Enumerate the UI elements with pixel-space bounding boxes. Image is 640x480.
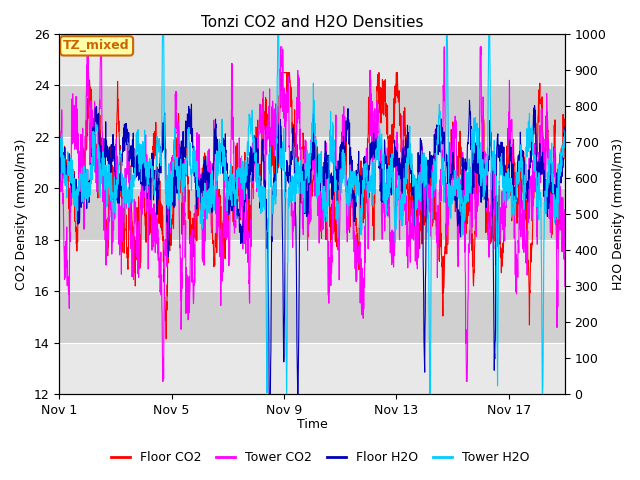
Bar: [59, 240, 565, 291]
Bar: [59, 34, 565, 85]
Bar: [59, 188, 565, 240]
Text: TZ_mixed: TZ_mixed: [63, 39, 130, 52]
Bar: [59, 291, 565, 343]
Title: Tonzi CO2 and H2O Densities: Tonzi CO2 and H2O Densities: [201, 15, 423, 30]
Bar: [59, 343, 565, 394]
X-axis label: Time: Time: [296, 419, 328, 432]
Y-axis label: H2O Density (mmol/m3): H2O Density (mmol/m3): [612, 138, 625, 290]
Legend: Floor CO2, Tower CO2, Floor H2O, Tower H2O: Floor CO2, Tower CO2, Floor H2O, Tower H…: [106, 446, 534, 469]
Y-axis label: CO2 Density (mmol/m3): CO2 Density (mmol/m3): [15, 138, 28, 290]
Bar: [59, 137, 565, 188]
Bar: [59, 85, 565, 137]
